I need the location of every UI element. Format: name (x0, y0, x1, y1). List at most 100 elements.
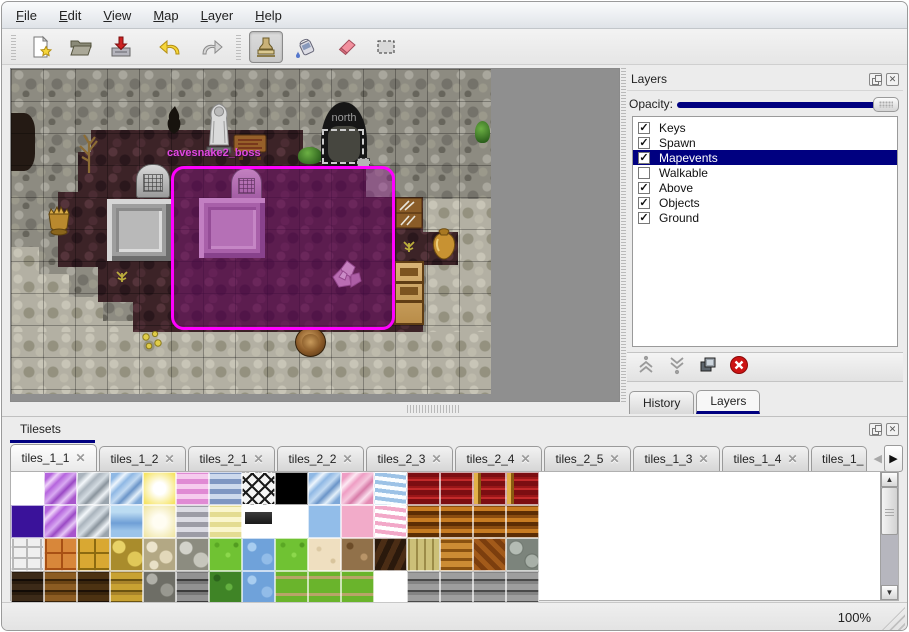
tile-curtain-brown[interactable] (407, 505, 440, 538)
menu-edit[interactable]: Edit (58, 7, 82, 23)
tile-curtain-redgold[interactable] (506, 472, 539, 505)
tile-glass-gray[interactable] (77, 472, 110, 505)
tile-wall-gray[interactable] (473, 571, 506, 604)
float-tilesets-icon[interactable] (869, 423, 882, 436)
tile-curtain-brown[interactable] (473, 505, 506, 538)
menu-map[interactable]: Map (153, 7, 179, 23)
tile-cobble-yellow[interactable] (110, 538, 143, 571)
tile-stripes-pink[interactable] (176, 472, 209, 505)
lower-layer-button[interactable] (666, 356, 688, 378)
layer-checkbox[interactable]: ✓ (638, 181, 650, 194)
tileset-view[interactable]: ▲ ▼ (10, 471, 899, 604)
close-tab-icon[interactable]: ✕ (609, 452, 620, 466)
tile-stripes-blue[interactable] (209, 472, 242, 505)
tile-curtain-pink[interactable] (374, 505, 407, 538)
tile-darksign[interactable] (242, 505, 275, 538)
layer-checkbox[interactable]: ✓ (638, 121, 650, 134)
tile-glass-purple[interactable] (44, 472, 77, 505)
tile-grasspath[interactable] (275, 571, 308, 604)
tile-wall-gray[interactable] (506, 571, 539, 604)
tileset-tab-tiles_1_2[interactable]: tiles_1_2 ✕ (99, 446, 186, 471)
tile-grasspath[interactable] (308, 571, 341, 604)
stamp-tool-button[interactable] (249, 30, 283, 63)
tile-tiles-gold[interactable] (77, 538, 110, 571)
tile-wall-darkbrown[interactable] (77, 571, 110, 604)
tileset-tab-tiles_1_4[interactable]: tiles_1_4 ✕ (722, 446, 809, 471)
tileset-tab-tiles_1_3[interactable]: tiles_1_3 ✕ (633, 446, 720, 471)
tile-curtain-red[interactable] (440, 472, 473, 505)
raise-layer-button[interactable] (635, 355, 657, 378)
tile-wall-graystone[interactable] (143, 571, 176, 604)
scroll-up-icon[interactable]: ▲ (881, 472, 898, 487)
layer-row-mapevents[interactable]: ✓ Mapevents (633, 150, 897, 165)
tile-empty[interactable] (11, 472, 44, 505)
tileset-scrollbar[interactable]: ▲ ▼ (880, 472, 898, 600)
close-tilesets-icon[interactable]: ✕ (886, 423, 899, 436)
dock-tab-layers[interactable]: Layers (696, 390, 761, 414)
layer-checkbox[interactable]: ✓ (638, 196, 650, 209)
tileset-splitter[interactable] (407, 405, 459, 413)
tile-wall-gray[interactable] (440, 571, 473, 604)
tile-cobble-gray[interactable] (176, 538, 209, 571)
map-canvas[interactable]: north cavesnake2_boss (10, 68, 620, 402)
menu-help[interactable]: Help (255, 7, 282, 23)
layer-row-spawn[interactable]: ✓ Spawn (633, 135, 897, 150)
tile-pebble-beige[interactable] (143, 538, 176, 571)
tile-herringbone[interactable] (473, 538, 506, 571)
tile-curtain-red[interactable] (407, 472, 440, 505)
tile-water[interactable] (242, 571, 275, 604)
tile-wall-gray[interactable] (407, 571, 440, 604)
undo-button[interactable] (154, 31, 188, 63)
redo-button[interactable] (194, 31, 228, 63)
tile-glass-blue[interactable] (308, 472, 341, 505)
layer-checkbox[interactable]: ✓ (638, 151, 650, 164)
layer-row-objects[interactable]: ✓ Objects (633, 195, 897, 210)
tileset-tab-tiles_2_3[interactable]: tiles_2_3 ✕ (366, 446, 453, 471)
close-panel-icon[interactable]: ✕ (886, 72, 899, 86)
eraser-tool-button[interactable] (329, 31, 363, 63)
tile-wall-graybrick[interactable] (176, 571, 209, 604)
fill-tool-button[interactable] (289, 31, 323, 63)
tile-sand[interactable] (308, 538, 341, 571)
layer-row-walkable[interactable]: Walkable (633, 165, 897, 180)
tile-lattice[interactable] (242, 472, 275, 505)
close-tab-icon[interactable]: ✕ (342, 452, 353, 466)
opacity-slider-handle[interactable] (873, 96, 899, 112)
tabs-scroll-right-icon[interactable]: ▶ (884, 445, 903, 472)
toolbar-drag-handle[interactable] (236, 33, 241, 60)
tile-stoneblocks[interactable] (11, 538, 44, 571)
layer-row-keys[interactable]: ✓ Keys (633, 120, 897, 135)
new-file-button[interactable] (24, 31, 58, 63)
tile-curtain-redgold[interactable] (473, 472, 506, 505)
scroll-down-icon[interactable]: ▼ (881, 585, 898, 600)
tileset-tab-tiles_2_1[interactable]: tiles_2_1 ✕ (188, 446, 275, 471)
tile-dirt[interactable] (341, 538, 374, 571)
tile-black[interactable] (275, 472, 308, 505)
menu-layer[interactable]: Layer (200, 7, 234, 23)
tileset-tab-tiles_2_2[interactable]: tiles_2_2 ✕ (277, 446, 364, 471)
tile-logs-gray[interactable] (506, 538, 539, 571)
delete-layer-button[interactable] (728, 355, 750, 378)
tile-stripes-gray[interactable] (176, 505, 209, 538)
tile-water-glass[interactable] (110, 505, 143, 538)
menu-file[interactable]: File (16, 7, 37, 23)
close-tab-icon[interactable]: ✕ (787, 452, 798, 466)
close-tab-icon[interactable]: ✕ (431, 452, 442, 466)
layer-checkbox[interactable] (638, 166, 650, 179)
layer-checkbox[interactable]: ✓ (638, 136, 650, 149)
dock-splitter[interactable] (621, 68, 626, 402)
scrollbar-thumb[interactable] (881, 487, 898, 535)
tileset-tab-tiles_1_[interactable]: tiles_1_ (811, 446, 867, 471)
tile-wall-brown[interactable] (44, 571, 77, 604)
tileset-tab-tiles_2_5[interactable]: tiles_2_5 ✕ (544, 446, 631, 471)
tile-hedge[interactable] (209, 571, 242, 604)
tile-glass-blue[interactable] (110, 472, 143, 505)
tile-basket[interactable] (440, 538, 473, 571)
tile-curtain-brown[interactable] (506, 505, 539, 538)
tile-empty[interactable] (275, 505, 308, 538)
tile-empty[interactable] (374, 571, 407, 604)
tile-glass-gray[interactable] (77, 505, 110, 538)
open-button[interactable] (64, 31, 98, 63)
tile-tiles-orange[interactable] (44, 538, 77, 571)
tileset-tab-tiles_1_1[interactable]: tiles_1_1 ✕ (10, 444, 97, 471)
